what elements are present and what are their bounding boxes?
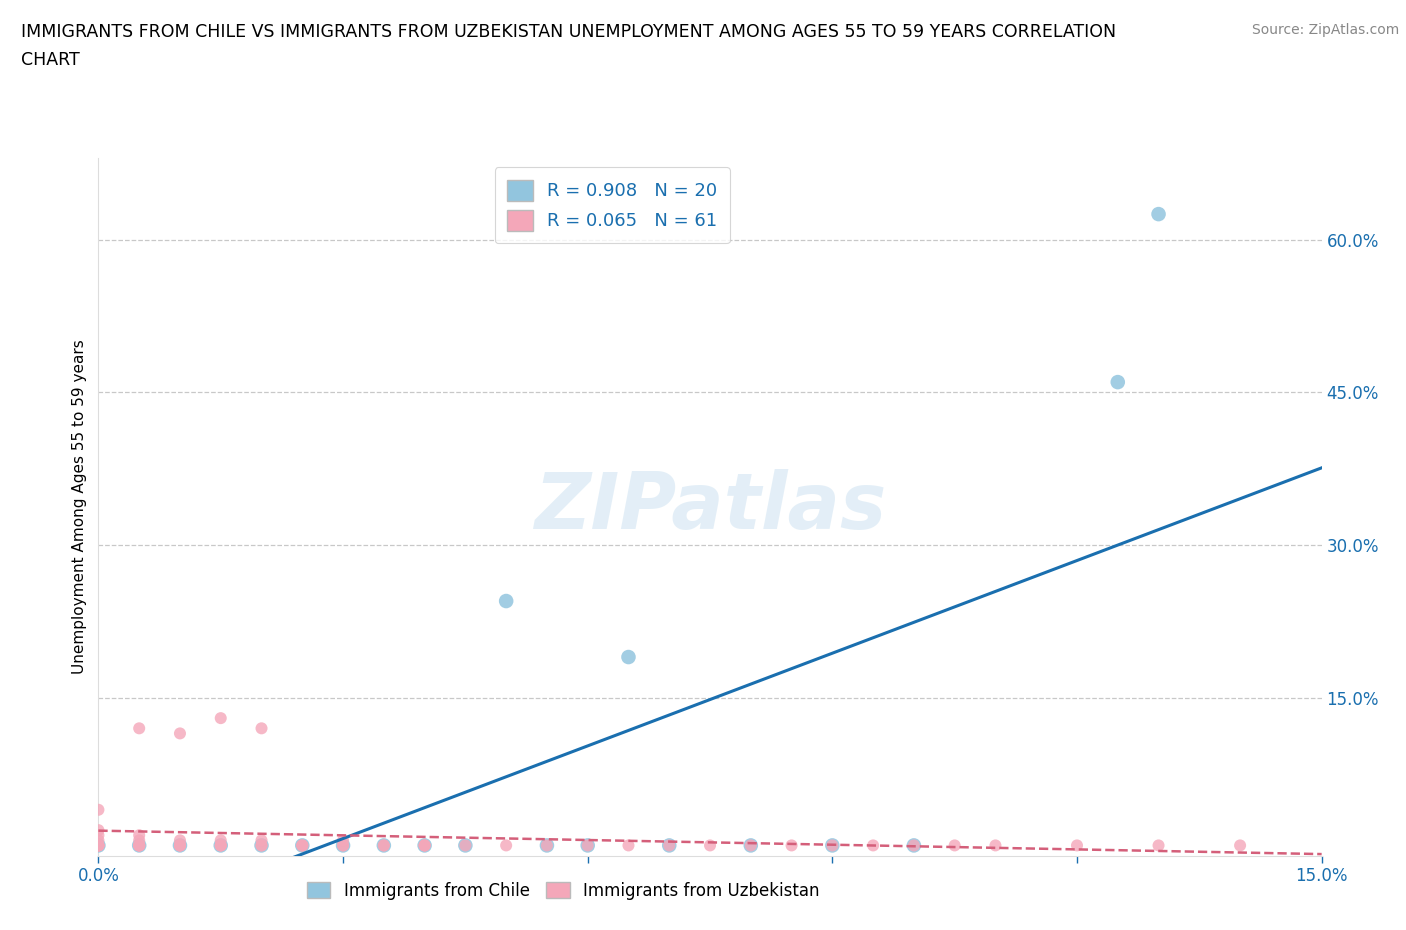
Point	[576, 838, 599, 853]
Point	[128, 838, 150, 853]
Y-axis label: Unemployment Among Ages 55 to 59 years: Unemployment Among Ages 55 to 59 years	[72, 339, 87, 674]
Point	[373, 838, 395, 853]
Point	[291, 838, 314, 853]
Point	[821, 838, 844, 853]
Legend: Immigrants from Chile, Immigrants from Uzbekistan: Immigrants from Chile, Immigrants from U…	[301, 875, 827, 907]
Point	[332, 833, 354, 848]
Point	[617, 649, 640, 664]
Point	[495, 593, 517, 608]
Point	[291, 838, 314, 853]
Point	[169, 833, 191, 848]
Point	[250, 721, 273, 736]
Point	[1147, 206, 1170, 221]
Point	[413, 838, 436, 853]
Point	[780, 838, 803, 853]
Point	[576, 838, 599, 853]
Point	[87, 838, 110, 853]
Point	[1107, 375, 1129, 390]
Point	[87, 838, 110, 853]
Point	[169, 838, 191, 853]
Point	[495, 838, 517, 853]
Point	[373, 838, 395, 853]
Point	[209, 838, 232, 853]
Point	[413, 838, 436, 853]
Point	[454, 838, 477, 853]
Point	[209, 711, 232, 725]
Point	[87, 833, 110, 848]
Point	[209, 838, 232, 853]
Point	[903, 838, 925, 853]
Point	[291, 838, 314, 853]
Point	[169, 726, 191, 741]
Point	[169, 838, 191, 853]
Point	[128, 828, 150, 843]
Point	[128, 838, 150, 853]
Point	[87, 828, 110, 843]
Point	[943, 838, 966, 853]
Point	[536, 838, 558, 853]
Point	[658, 838, 681, 853]
Point	[128, 838, 150, 853]
Point	[617, 838, 640, 853]
Point	[454, 838, 477, 853]
Point	[209, 838, 232, 853]
Point	[128, 838, 150, 853]
Point	[903, 838, 925, 853]
Point	[862, 838, 884, 853]
Point	[413, 838, 436, 853]
Text: IMMIGRANTS FROM CHILE VS IMMIGRANTS FROM UZBEKISTAN UNEMPLOYMENT AMONG AGES 55 T: IMMIGRANTS FROM CHILE VS IMMIGRANTS FROM…	[21, 23, 1116, 41]
Point	[209, 838, 232, 853]
Point	[128, 721, 150, 736]
Point	[87, 823, 110, 838]
Point	[169, 838, 191, 853]
Text: CHART: CHART	[21, 51, 80, 69]
Point	[658, 838, 681, 853]
Point	[821, 838, 844, 853]
Point	[332, 838, 354, 853]
Point	[984, 838, 1007, 853]
Point	[699, 838, 721, 853]
Point	[536, 838, 558, 853]
Point	[740, 838, 762, 853]
Point	[250, 838, 273, 853]
Point	[332, 838, 354, 853]
Point	[87, 803, 110, 817]
Point	[87, 838, 110, 853]
Point	[373, 838, 395, 853]
Point	[250, 833, 273, 848]
Point	[169, 838, 191, 853]
Point	[1229, 838, 1251, 853]
Point	[740, 838, 762, 853]
Point	[250, 838, 273, 853]
Point	[87, 838, 110, 853]
Point	[250, 838, 273, 853]
Point	[169, 838, 191, 853]
Text: Source: ZipAtlas.com: Source: ZipAtlas.com	[1251, 23, 1399, 37]
Point	[87, 838, 110, 853]
Point	[1066, 838, 1088, 853]
Point	[209, 833, 232, 848]
Point	[128, 838, 150, 853]
Point	[413, 838, 436, 853]
Point	[1147, 838, 1170, 853]
Point	[128, 833, 150, 848]
Point	[291, 838, 314, 853]
Point	[87, 838, 110, 853]
Text: ZIPatlas: ZIPatlas	[534, 469, 886, 545]
Point	[332, 838, 354, 853]
Point	[128, 838, 150, 853]
Point	[87, 838, 110, 853]
